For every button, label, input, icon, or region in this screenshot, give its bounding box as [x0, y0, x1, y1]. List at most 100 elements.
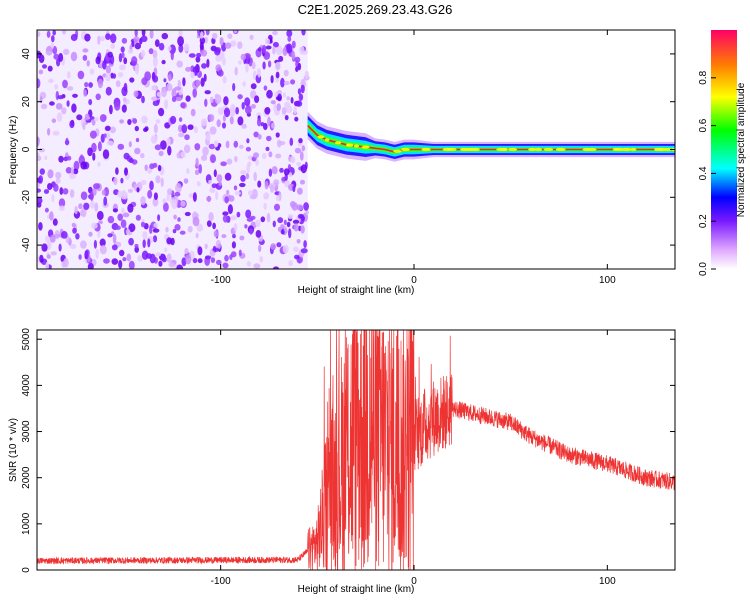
noise-blob	[303, 240, 307, 249]
noise-blob	[89, 68, 95, 75]
noise-blob	[209, 96, 214, 104]
noise-blob	[106, 140, 114, 146]
noise-blob	[204, 36, 208, 44]
spectrogram-ticks: -100 0 100 -40 -20 0 20 40	[21, 30, 675, 286]
signal-band-cyan	[307, 119, 675, 157]
spectrogram-y-tick-label: 20	[21, 96, 32, 108]
noise-blob	[178, 117, 183, 122]
noise-blob	[194, 143, 201, 151]
noise-blob	[254, 95, 260, 103]
noise-blob	[304, 70, 310, 79]
noise-blob	[59, 187, 64, 195]
noise-blob	[51, 35, 55, 43]
noise-blob	[71, 222, 76, 228]
noise-blob	[284, 173, 288, 181]
noise-blob	[291, 202, 299, 211]
noise-blob	[55, 178, 61, 184]
noise-blob	[72, 93, 78, 98]
noise-blob	[279, 167, 284, 173]
noise-blob	[86, 60, 90, 67]
noise-blob	[221, 234, 227, 239]
noise-blob	[84, 82, 89, 88]
noise-blob	[73, 160, 80, 171]
snr-x-tick-label: -100	[211, 576, 231, 587]
snr-line	[37, 330, 675, 570]
colorbar-tick-label: 0.6	[698, 118, 709, 132]
noise-blob	[269, 184, 275, 193]
snr-y-tick-label: 0	[21, 567, 32, 573]
noise-blob	[46, 254, 51, 259]
signal-hotspot	[612, 147, 620, 152]
noise-blob	[188, 53, 196, 58]
noise-blob	[199, 37, 206, 45]
noise-blob	[257, 180, 262, 188]
noise-blob	[176, 60, 183, 68]
noise-blob	[58, 52, 64, 62]
noise-blob	[155, 175, 161, 184]
noise-blob	[53, 53, 60, 60]
noise-blob	[152, 75, 159, 83]
noise-blob	[43, 189, 50, 194]
noise-blob	[201, 49, 208, 57]
noise-blob	[58, 243, 62, 252]
noise-blob	[267, 60, 272, 68]
signal-hotspot	[530, 147, 535, 152]
noise-blob	[140, 221, 146, 228]
noise-blob	[117, 143, 125, 150]
noise-blob	[268, 168, 273, 177]
noise-blob	[242, 81, 246, 87]
signal-hotspot	[324, 138, 330, 142]
noise-blob	[285, 105, 293, 114]
noise-blob	[174, 96, 182, 102]
noise-blob	[141, 250, 149, 260]
noise-blob	[46, 30, 51, 38]
noise-blob	[163, 202, 169, 212]
noise-blob	[204, 90, 211, 95]
noise-blob	[271, 166, 278, 175]
noise-blob	[82, 54, 88, 61]
noise-blob	[184, 134, 190, 141]
noise-blob	[56, 112, 63, 122]
noise-blob	[45, 261, 49, 269]
noise-blob	[42, 64, 47, 69]
noise-blob	[115, 80, 121, 88]
signal-hotspot	[401, 147, 410, 152]
noise-blob	[114, 101, 121, 111]
noise-blob	[97, 161, 101, 167]
noise-blob	[99, 114, 107, 123]
noise-blob	[205, 132, 211, 142]
noise-blob	[176, 152, 181, 159]
noise-blob	[180, 151, 186, 159]
noise-blob	[164, 247, 168, 253]
noise-blob	[294, 147, 302, 154]
noise-blob	[166, 237, 173, 245]
noise-blob	[258, 244, 262, 252]
noise-blob	[233, 223, 238, 232]
noise-blob	[287, 214, 294, 220]
noise-blob	[93, 239, 97, 249]
noise-blob	[244, 224, 248, 229]
noise-blob	[255, 219, 261, 228]
noise-blob	[185, 95, 191, 102]
noise-blob	[246, 261, 251, 267]
noise-blob	[167, 145, 172, 156]
noise-blob	[120, 46, 125, 53]
noise-blob	[105, 65, 111, 74]
noise-blob	[136, 187, 140, 193]
signal-hotspot	[496, 147, 506, 152]
noise-blob	[37, 188, 41, 193]
noise-blob	[128, 260, 135, 269]
snr-y-tick-label: 5000	[21, 328, 32, 351]
noise-blob	[153, 192, 158, 200]
noise-blob	[296, 239, 301, 244]
noise-blob	[48, 78, 54, 84]
noise-blob	[274, 203, 280, 211]
snr-y-tick-label: 3000	[21, 420, 32, 443]
noise-blob	[122, 97, 127, 103]
noise-blob	[88, 99, 93, 106]
noise-blob	[153, 223, 159, 228]
noise-blob	[208, 179, 213, 185]
noise-blob	[65, 167, 72, 174]
noise-blob	[142, 239, 146, 249]
